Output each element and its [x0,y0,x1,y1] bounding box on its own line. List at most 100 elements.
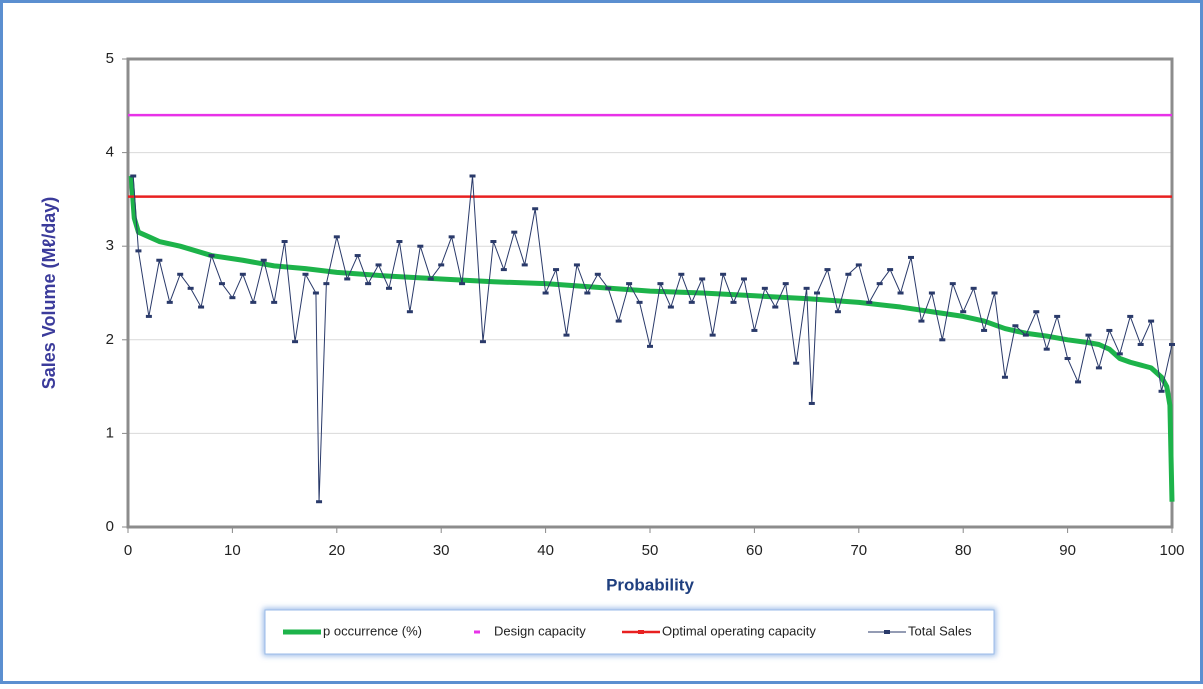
point-marker [177,272,184,276]
series-line [128,175,1175,502]
point-marker [970,286,977,290]
point-marker [626,282,633,286]
point-marker [949,282,956,286]
point-marker [365,282,372,286]
point-marker [511,230,518,234]
point-marker [584,291,591,295]
point-marker [808,401,815,405]
point-marker [657,282,664,286]
point-marker [803,286,810,290]
point-marker [490,240,497,244]
point-marker [479,340,486,344]
point-marker [1022,333,1029,337]
y-tick-label: 1 [106,424,114,441]
point-marker [542,291,549,295]
point-marker [1064,357,1071,361]
point-marker [281,240,288,244]
point-marker [459,282,466,286]
point-marker [1148,319,1155,323]
legend-marker [638,630,644,634]
point-marker [939,338,946,342]
point-marker [615,319,622,323]
x-tick-label: 30 [433,542,450,559]
point-marker [145,314,152,318]
legend-marker [884,630,890,634]
x-tick-label: 20 [328,542,345,559]
point-marker [1116,352,1123,356]
point-marker [375,263,382,267]
plot-border [126,57,1174,529]
point-marker [1075,380,1082,384]
point-marker [500,268,507,272]
point-marker [1054,314,1061,318]
point-marker [563,333,570,337]
point-marker [271,300,278,304]
point-marker [928,291,935,295]
point-marker [814,291,821,295]
point-marker [908,255,914,259]
point-marker [316,500,323,504]
point-marker [521,263,528,267]
point-marker [1085,333,1092,337]
point-marker [312,291,319,295]
point-marker [250,300,257,304]
point-marker [448,235,455,239]
x-axis-label: Probability [606,575,694,594]
point-marker [1137,342,1144,346]
point-marker [333,235,340,239]
point-marker [573,263,580,267]
point-marker [469,174,476,178]
point-marker [772,305,779,309]
x-tick-label: 60 [746,542,763,559]
point-marker [239,272,246,276]
point-marker [605,286,612,290]
point-marker [1127,314,1134,318]
point-marker [876,282,883,286]
point-marker [824,268,831,272]
point-marker [1169,342,1175,346]
point-marker [1001,375,1008,379]
point-marker [427,277,434,281]
point-marker [699,277,706,281]
legend-label: Design capacity [494,623,586,638]
point-marker [187,286,194,290]
point-marker [135,249,142,253]
point-marker [855,263,862,267]
point-marker [981,328,988,332]
point-marker [292,340,299,344]
point-marker [636,300,643,304]
point-marker [198,305,205,309]
point-marker [417,244,424,248]
x-tick-label: 50 [642,542,659,559]
point-marker [647,344,653,348]
point-marker [761,286,768,290]
point-marker [260,258,267,262]
point-marker [386,286,392,290]
point-marker [845,272,852,276]
point-marker [866,300,873,304]
point-marker [730,300,737,304]
point-marker [130,174,137,178]
point-marker [344,277,351,281]
point-marker [1095,366,1102,370]
point-marker [406,310,413,314]
point-marker [1106,328,1113,332]
point-marker [782,282,789,286]
point-marker [166,300,173,304]
legend-label: Total Sales [908,623,972,638]
point-marker [1033,310,1040,314]
point-marker [218,282,225,286]
point-marker [1043,347,1050,351]
y-tick-label: 0 [106,518,114,535]
point-marker [438,263,445,267]
x-tick-label: 70 [850,542,867,559]
point-marker [1012,324,1019,328]
point-marker [323,282,330,286]
y-axis-label: Sales Volume (Mℓ/day) [39,197,59,390]
point-marker [594,272,601,276]
x-tick-label: 0 [124,542,132,559]
y-tick-label: 3 [106,237,114,254]
point-marker [678,272,685,276]
